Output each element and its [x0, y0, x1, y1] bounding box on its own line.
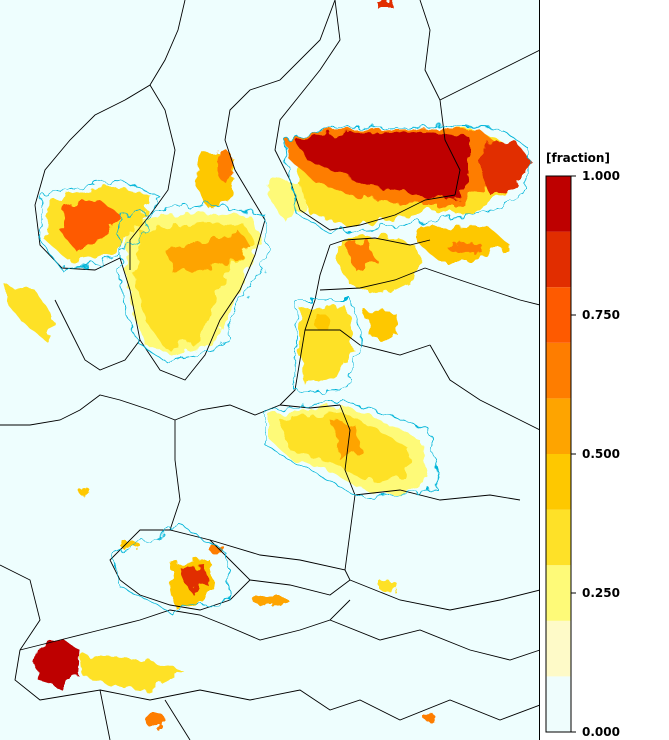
colorbar-title: [fraction] [546, 151, 610, 165]
field-speckles [79, 150, 484, 728]
colorbar [545, 175, 576, 733]
field-baltic-east [365, 310, 398, 338]
coast-germany [0, 394, 176, 426]
coast-norway-sweden [34, 0, 336, 381]
map-panel [0, 0, 540, 740]
field-gotland [268, 175, 305, 218]
border-belarus-east [429, 344, 539, 431]
speckle [120, 541, 140, 549]
fraction-field [5, 0, 530, 690]
speckle [448, 242, 484, 254]
colorbar-tick-label: 0.750 [582, 308, 620, 322]
contours [39, 125, 529, 613]
colorbar-segment [546, 287, 571, 343]
coast-denmark [54, 299, 141, 371]
speckle [217, 150, 233, 182]
speckle [378, 580, 398, 592]
contour-norway [39, 179, 159, 269]
border-germany-poland [169, 420, 181, 531]
contour-belarus [264, 399, 439, 499]
contour-sweden [119, 204, 269, 363]
colorbar-legend: [fraction] 1.000 0.750 0.500 0.250 0.000 [540, 0, 669, 740]
contour-finland [284, 125, 529, 233]
speckle [315, 315, 331, 331]
coast-estonia [329, 237, 431, 246]
field-alps-high [34, 638, 80, 688]
border-lithuania [305, 329, 431, 356]
border-italy [69, 689, 111, 740]
map-canvas [0, 0, 539, 740]
contour-czech [111, 524, 231, 613]
colorbar-segment [546, 342, 571, 399]
border-norway-sweden [129, 84, 176, 270]
contour-baltic [294, 299, 363, 393]
field-belarus-hot [330, 420, 360, 460]
colorbar-tick-label: 1.000 [582, 169, 620, 183]
coast-baltic-east [174, 244, 331, 421]
field-czech-hot [180, 565, 208, 592]
colorbar-segment [546, 565, 571, 621]
border-ukraine [349, 579, 539, 611]
colorbar-segment [546, 676, 571, 732]
border-austria [19, 609, 226, 651]
colorbar-segment [546, 176, 571, 232]
border-belarus-west [339, 404, 356, 496]
colorbar-tick-label: 0.500 [582, 447, 620, 461]
border-switzerland [14, 649, 71, 701]
border-belarus-south [354, 489, 521, 501]
field-estonia-hot [345, 240, 375, 270]
border-slovakia [249, 569, 351, 596]
border-poland-south [209, 494, 356, 571]
field-alps-streak [80, 655, 185, 690]
border-hungary [224, 599, 351, 641]
border-romania [329, 619, 539, 661]
field-sweden-streak [165, 232, 252, 275]
colorbar-segment [546, 231, 571, 288]
border-latvia [319, 267, 426, 291]
colorbar-segment [546, 620, 571, 677]
field-denmark-west [5, 285, 55, 340]
field-norway-hot [60, 200, 120, 250]
speckle [424, 714, 436, 722]
border-russia-east [439, 49, 539, 101]
borders [0, 0, 539, 740]
border-kaliningrad [279, 404, 341, 409]
colorbar-tick-label: 0.250 [582, 586, 620, 600]
field-northcape [375, 0, 395, 8]
speckle [252, 595, 288, 605]
coast-adriatic [164, 699, 191, 740]
colorbar-segment [546, 509, 571, 566]
colorbar-tick-label: 0.000 [582, 725, 620, 739]
colorbar-segment [546, 454, 571, 510]
border-balkans [99, 689, 539, 721]
border-czech [109, 529, 251, 611]
field-baltic-south [298, 305, 355, 385]
field-russia-east [480, 140, 530, 195]
colorbar-segment [546, 398, 571, 454]
speckle [79, 488, 91, 496]
border-russia-baltic [424, 267, 539, 306]
speckle [145, 712, 165, 728]
border-france [0, 564, 41, 651]
field-finland-high [295, 132, 470, 200]
